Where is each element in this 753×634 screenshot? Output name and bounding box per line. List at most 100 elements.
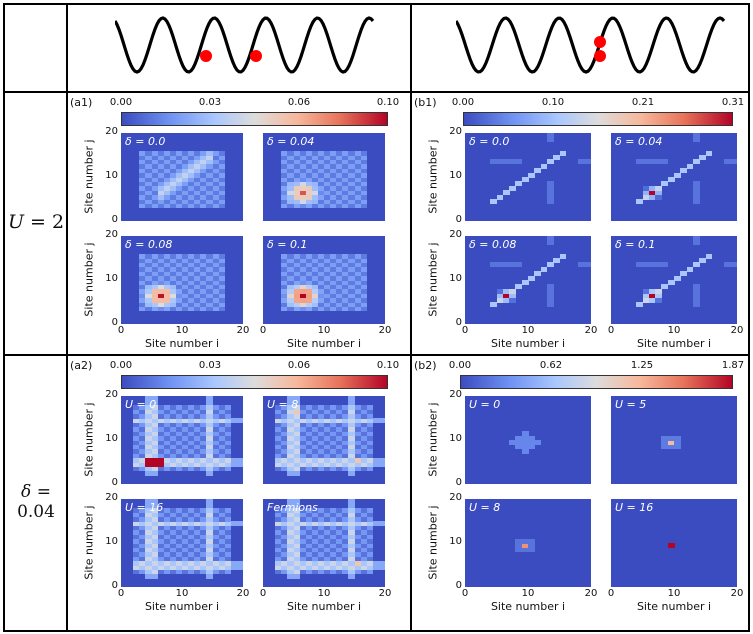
heatmap-cell [360,422,368,428]
heatmap-cell [324,172,331,178]
heatmap-cell [317,418,325,423]
heatmap-cell [354,457,362,463]
heatmap-cell [502,297,510,303]
heatmap-cell [360,543,368,548]
heatmap-cell [200,453,207,459]
heatmap-cell [336,551,343,557]
heatmap-cell [212,262,220,268]
heatmap-cell [212,297,220,303]
heatmap-cell [336,529,343,535]
heatmap-cell [360,560,368,566]
heatmap-cell [655,194,662,200]
heatmap-cell [348,453,356,459]
heatmap-cell [206,516,214,522]
heatmap-cell [206,413,214,419]
heatmap-cell [336,444,343,450]
heatmap-cell [163,409,171,415]
heatmap-cell [324,457,331,463]
heatmap-cell [287,163,295,169]
subplot-title: U = 0 [469,398,501,411]
heatmap-cell [293,462,301,467]
y-tick: 0 [455,580,462,591]
heatmap-cell [151,435,159,441]
heatmap-cell [206,275,214,281]
heatmap-cell [366,435,374,441]
heatmap-cell [528,444,535,450]
heatmap-cell [206,306,214,312]
heatmap-cell [342,418,349,423]
heatmap-cell [139,521,146,526]
heatmap-cell [206,499,214,504]
heatmap-cell [305,288,313,294]
heatmap-cell [194,280,201,285]
heatmap-cell [661,262,669,268]
heatmap-cell [212,159,220,165]
heatmap-cell [293,422,301,428]
heatmap-cell [317,453,325,459]
heatmap-cell [311,181,319,187]
heatmap-cell [311,538,319,544]
heatmap-cell [305,538,313,544]
heatmap-cell [157,538,165,544]
subplot-title: δ = 0.0 [469,135,510,148]
heatmap-cell [311,163,319,169]
heatmap-cell [175,431,183,437]
heatmap-cell [200,569,207,575]
heatmap-cell [366,453,374,459]
heatmap-cell [206,262,214,268]
heatmap-cell [139,404,146,410]
heatmap-cell [139,159,146,165]
heatmap-cell [348,396,356,401]
heatmap-cell [139,150,146,156]
heatmap-cell [281,466,288,472]
heatmap-cell [157,194,165,200]
heatmap-cell [354,551,362,557]
heatmap-cell [206,556,214,562]
heatmap-cell [348,569,356,575]
heatmap-cell [182,302,189,307]
heatmap-cell [212,168,220,174]
heatmap-cell [206,529,214,535]
heatmap-cell [305,185,313,191]
heatmap-cell [528,275,535,281]
heatmap-cell [354,271,362,277]
heatmap-cell [169,444,177,450]
heatmap-cell [311,551,319,557]
lattice-two-separate-sites [115,16,375,74]
heatmap-cell [348,560,356,566]
heatmap-cell [324,293,331,299]
heatmap-cell [293,457,301,463]
heatmap-cell [206,258,214,263]
heatmap-cell [360,199,368,204]
heatmap-cell [324,150,331,156]
heatmap-cell [169,150,177,156]
heatmap-cell [324,409,331,415]
heatmap-cell [194,306,201,312]
heatmap-cell [200,440,207,445]
heatmap-cell [194,462,201,467]
subplot-title: δ = 0.0 [125,135,166,148]
heatmap-cell [342,155,349,160]
heatmap-cell [360,155,368,160]
heatmap-cell [293,538,301,544]
heatmap-cell [151,199,159,204]
heatmap-cell [151,543,159,548]
heatmap-cell [175,422,183,428]
heatmap-cell [182,258,189,263]
heatmap-cell [515,444,523,450]
heatmap-cell [293,194,301,200]
heatmap-cell [206,155,214,160]
heatmap-cell [175,306,183,312]
heatmap-cell [324,569,331,575]
heatmap-cell [157,293,165,299]
heatmap-cell [330,422,337,428]
y-tick: 10 [105,433,118,444]
heatmap-cell [330,426,337,432]
heatmap-cell [218,159,226,165]
heatmap-cell [169,293,177,299]
heatmap-cell [336,525,343,531]
heatmap-cell [293,404,301,410]
heatmap-cell [163,516,171,522]
heatmap-cell [502,288,510,294]
heatmap-cell [175,440,183,445]
